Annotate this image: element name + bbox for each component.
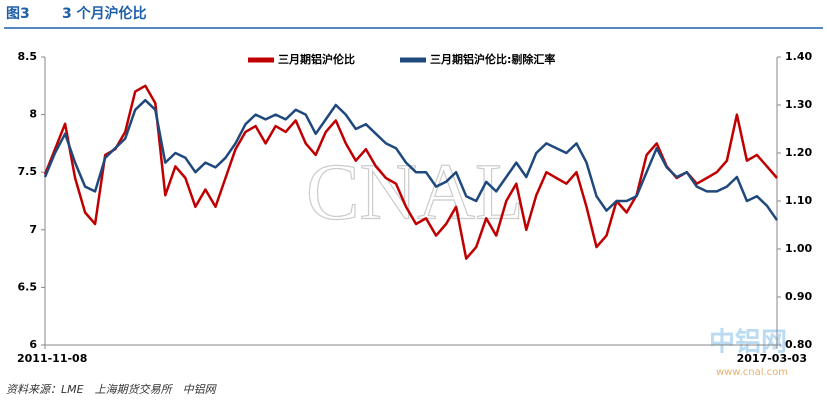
y2-tick-label: 0.90 (785, 290, 812, 303)
y-tick-label: 8.5 (18, 50, 38, 63)
logo-url: www.cnal.com (716, 367, 788, 378)
y2-tick-label: 1.10 (785, 194, 812, 207)
y2-tick-label: 0.80 (785, 338, 812, 351)
legend-label: 三月期铝沪伦比 (278, 52, 355, 66)
x-tick-label: 2011-11-08 (17, 352, 87, 365)
y-tick-label: 6 (29, 338, 37, 351)
y-tick-label: 6.5 (18, 280, 38, 293)
logo: 中铝网 (709, 328, 787, 358)
source: 资料来源：LME 上海期货交易所 中铝网 (6, 383, 218, 396)
y2-tick-label: 1.00 (785, 242, 812, 255)
series-line (43, 84, 778, 260)
y2-tick-label: 1.30 (785, 98, 812, 111)
y2-tick-label: 1.40 (785, 50, 812, 63)
y-tick-label: 7 (29, 223, 37, 236)
y2-tick-label: 1.20 (785, 146, 812, 159)
legend-label: 三月期铝沪伦比:剔除汇率 (430, 52, 555, 66)
series-line (43, 98, 779, 221)
x-tick-label: 2017-03-03 (737, 352, 807, 365)
y-tick-label: 8 (29, 108, 37, 121)
y-tick-label: 7.5 (18, 165, 38, 178)
figure-label: 图3 (6, 6, 30, 22)
chart-title: 3 个月沪伦比 (62, 5, 147, 22)
